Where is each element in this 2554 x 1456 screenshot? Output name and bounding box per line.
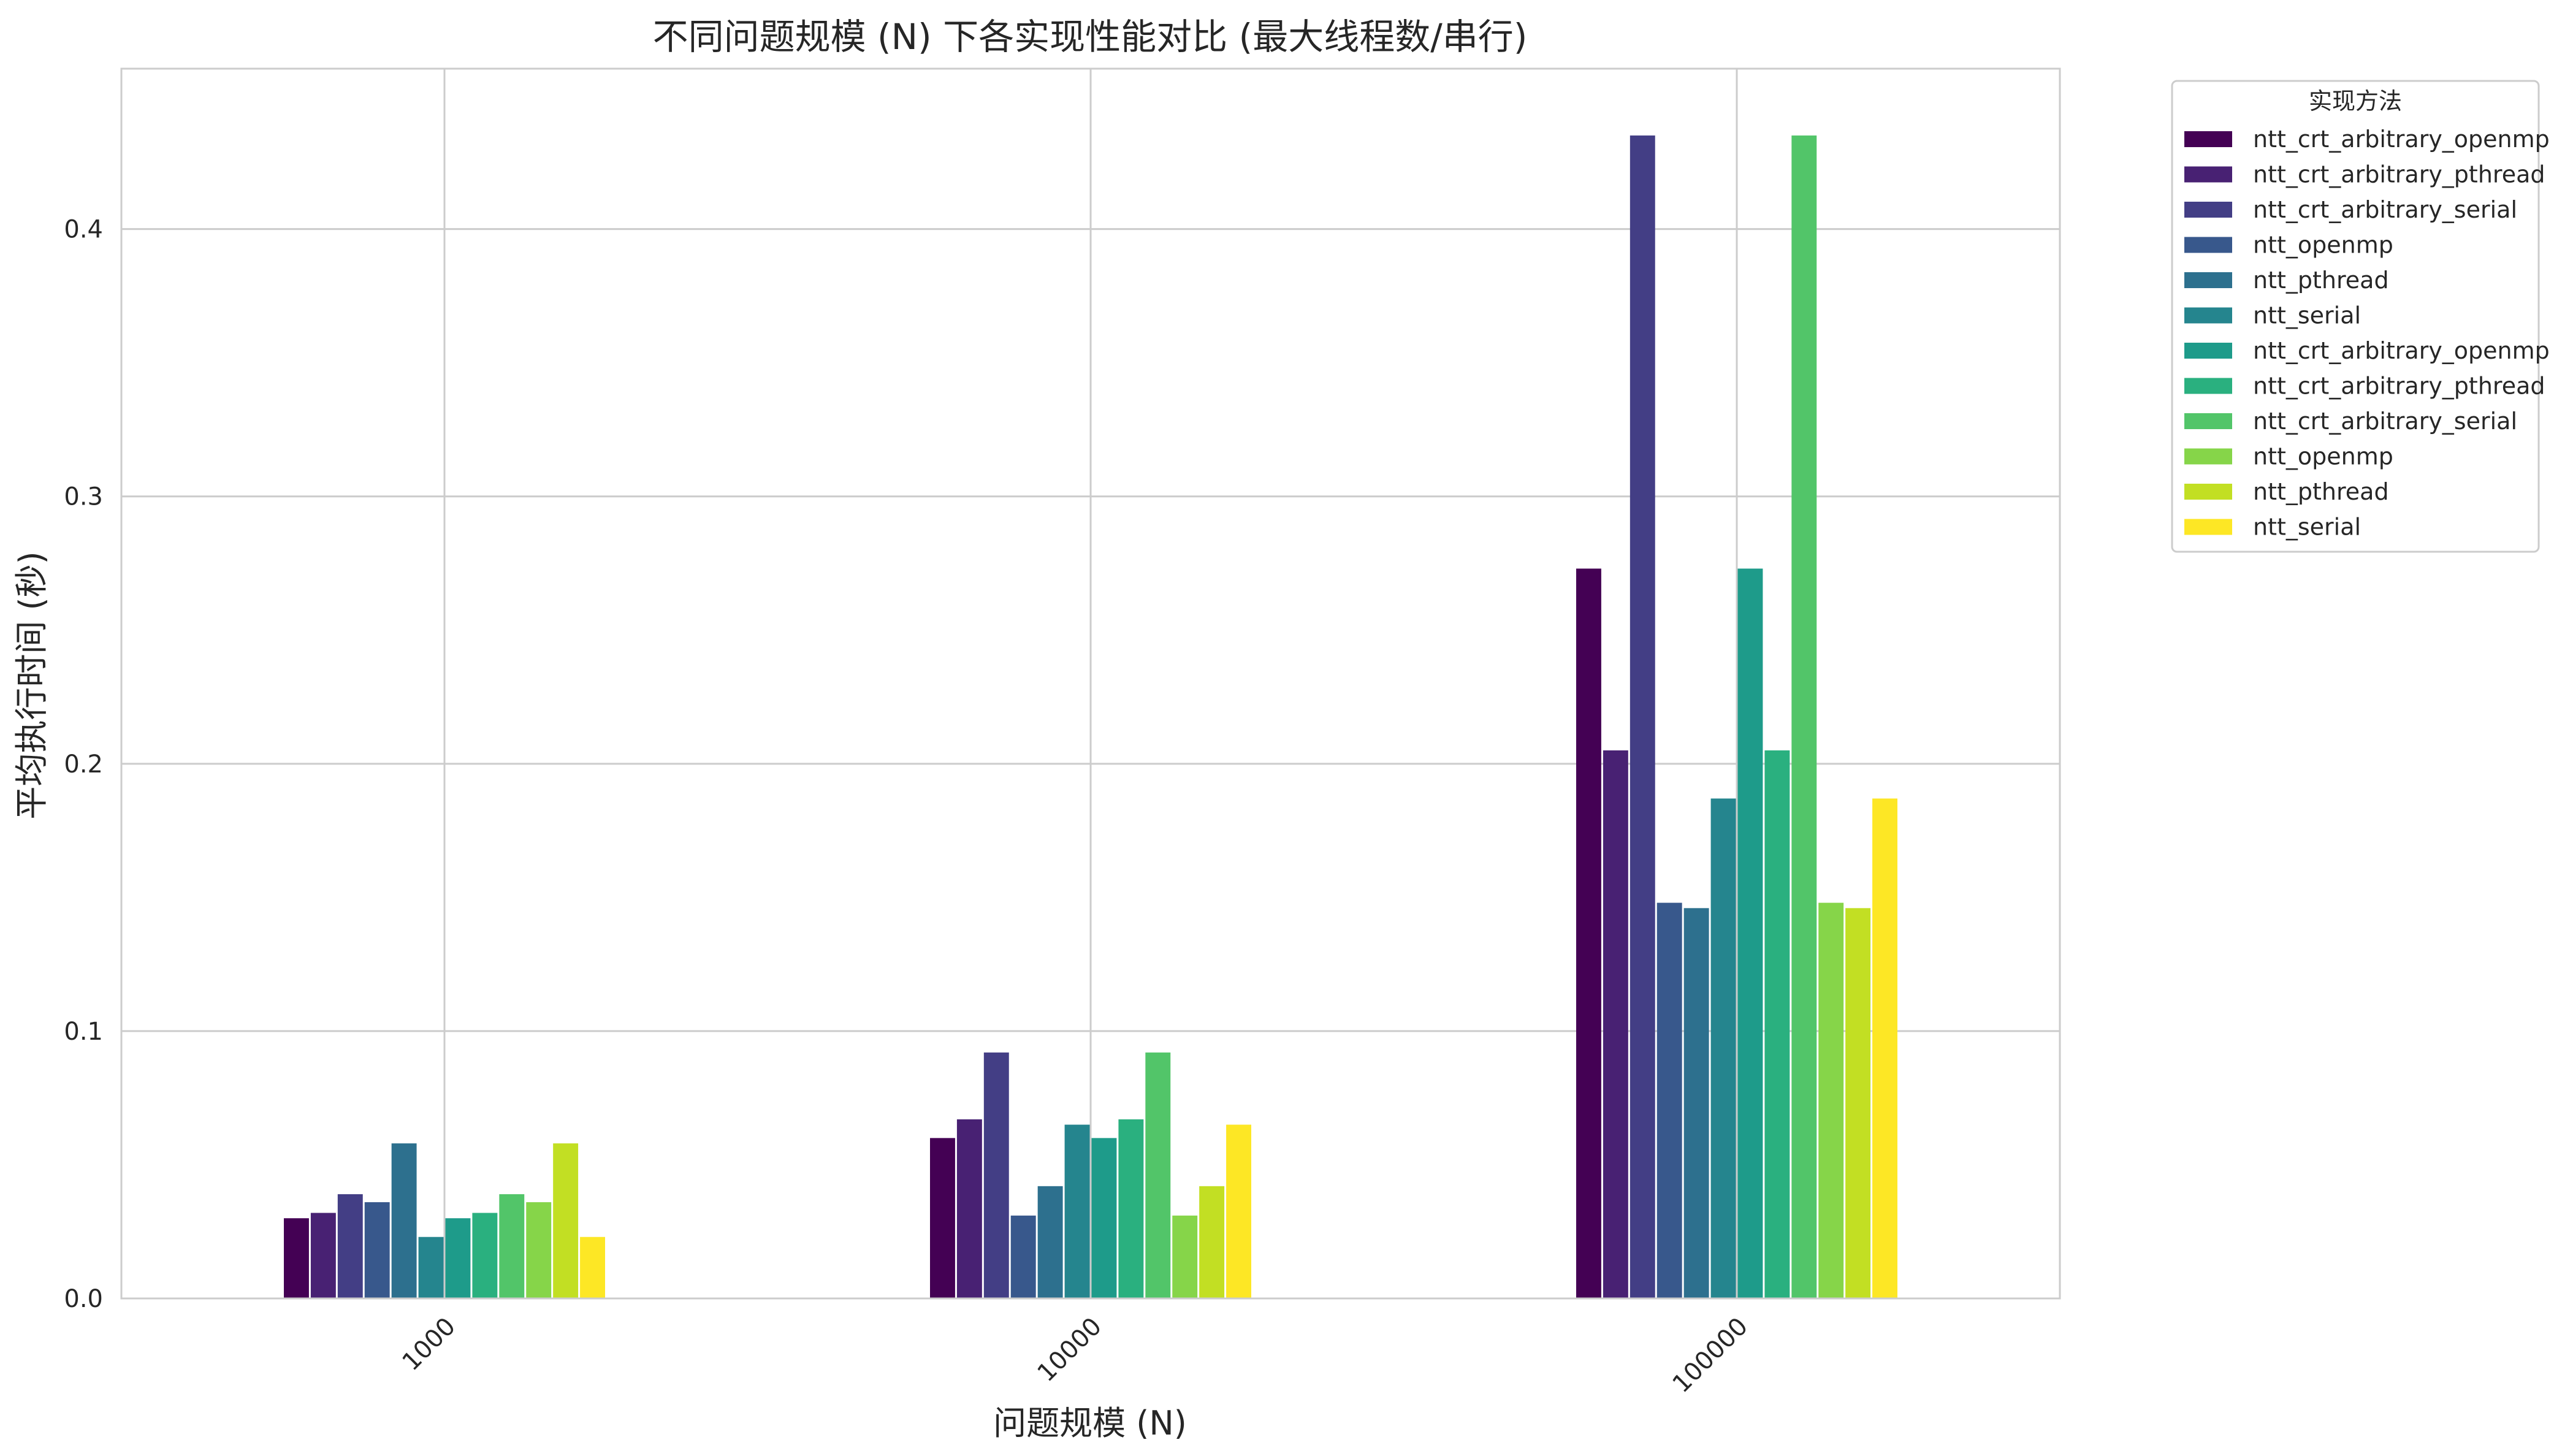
bars xyxy=(284,135,1897,1299)
bar xyxy=(1010,1215,1036,1298)
bar xyxy=(956,1119,982,1298)
legend: 实现方法 ntt_crt_arbitrary_openmp ntt_crt_arbi… xyxy=(2171,80,2550,553)
bar xyxy=(526,1202,552,1298)
bar xyxy=(1630,135,1655,1299)
y-tick-label: 0.4 xyxy=(64,216,103,244)
bar xyxy=(930,1138,955,1298)
legend-item-label: ntt_crt_arbitrary_pthread xyxy=(2253,373,2545,400)
bar xyxy=(983,1052,1009,1298)
bar xyxy=(1064,1124,1090,1298)
bar xyxy=(1872,798,1897,1298)
bar xyxy=(1576,568,1601,1298)
legend-swatch xyxy=(2184,272,2232,288)
legend-swatch xyxy=(2184,343,2232,359)
bar xyxy=(1118,1119,1144,1298)
x-tick-label: 1000 xyxy=(397,1313,462,1377)
bar xyxy=(1656,902,1682,1298)
legend-item-label: ntt_openmp xyxy=(2253,443,2393,470)
x-axis-label: 问题规模 (N) xyxy=(993,1404,1187,1443)
bar xyxy=(364,1202,390,1298)
bar xyxy=(1683,908,1709,1298)
legend-swatch xyxy=(2184,237,2232,253)
y-tick-label: 0.2 xyxy=(64,750,103,779)
legend-swatch xyxy=(2184,484,2232,500)
legend-item-label: ntt_crt_arbitrary_openmp xyxy=(2253,126,2550,153)
legend-swatch xyxy=(2184,307,2232,324)
bar xyxy=(1091,1138,1117,1298)
y-axis-label: 平均执行时间 (秒) xyxy=(12,551,51,819)
bar xyxy=(337,1194,363,1298)
legend-item-label: ntt_crt_arbitrary_openmp xyxy=(2253,337,2550,364)
bar xyxy=(1172,1215,1198,1298)
legend-item-label: ntt_crt_arbitrary_serial xyxy=(2253,408,2517,435)
legend-item-label: ntt_serial xyxy=(2253,514,2361,541)
legend-swatch xyxy=(2184,166,2232,183)
y-tick-label: 0.0 xyxy=(64,1285,103,1313)
x-tick-label: 100000 xyxy=(1668,1313,1754,1399)
legend-swatch xyxy=(2184,378,2232,394)
bar xyxy=(499,1194,525,1298)
bar xyxy=(1845,908,1871,1298)
bar xyxy=(1737,568,1763,1298)
legend-item-label: ntt_crt_arbitrary_pthread xyxy=(2253,161,2545,188)
legend-swatch xyxy=(2184,519,2232,535)
bar xyxy=(1603,750,1628,1298)
bar xyxy=(1145,1052,1171,1298)
legend-swatch xyxy=(2184,448,2232,465)
legend-item-label: ntt_serial xyxy=(2253,302,2361,329)
bar xyxy=(1037,1186,1063,1298)
legend-title: 实现方法 xyxy=(2309,88,2402,115)
legend-swatch xyxy=(2184,131,2232,147)
bar xyxy=(445,1218,471,1298)
legend-box xyxy=(2171,80,2540,553)
legend-item-label: ntt_pthread xyxy=(2253,478,2389,505)
bar xyxy=(472,1213,498,1298)
bar xyxy=(310,1213,336,1298)
legend-swatch xyxy=(2184,413,2232,429)
bar xyxy=(580,1237,605,1298)
bar xyxy=(1764,750,1790,1298)
legend-item-label: ntt_openmp xyxy=(2253,232,2393,259)
bar xyxy=(1791,135,1817,1299)
legend-item-label: ntt_pthread xyxy=(2253,267,2389,294)
bar xyxy=(418,1237,444,1298)
bar xyxy=(1199,1186,1225,1298)
grid xyxy=(121,69,2060,1300)
bar xyxy=(1710,798,1736,1298)
y-tick-label: 0.1 xyxy=(64,1018,103,1046)
bar xyxy=(553,1143,579,1298)
legend-item-label: ntt_crt_arbitrary_serial xyxy=(2253,196,2517,223)
legend-swatch xyxy=(2184,202,2232,218)
bar xyxy=(284,1218,309,1298)
bar xyxy=(391,1143,417,1298)
bar xyxy=(1818,902,1844,1298)
plot-frame xyxy=(120,67,2061,1300)
y-tick-label: 0.3 xyxy=(64,483,103,511)
bar xyxy=(1226,1124,1251,1298)
x-tick-label: 10000 xyxy=(1032,1313,1108,1388)
chart-title: 不同问题规模 (N) 下各实现性能对比 (最大线程数/串行) xyxy=(653,16,1528,58)
